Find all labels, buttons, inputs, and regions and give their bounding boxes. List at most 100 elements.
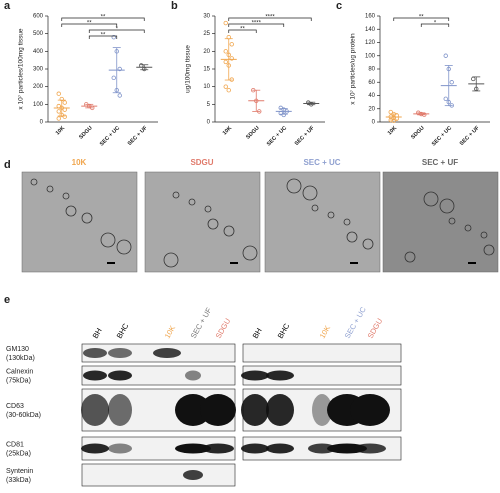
data-point (446, 99, 451, 105)
vesicle (448, 217, 456, 225)
data-point (422, 112, 427, 117)
y-tick-label: 0 (40, 120, 44, 126)
sig-bracket (61, 23, 118, 27)
blot-name: GM130 (6, 346, 29, 353)
x-tick-label: SDGU (78, 125, 93, 140)
blot-size: (130kDa) (6, 355, 35, 362)
blot-band (308, 443, 336, 454)
y-axis-label: x 10⁷ particles/ug protein (350, 33, 357, 105)
y-tick-label: 10 (203, 84, 210, 90)
data-point (391, 115, 396, 121)
blot-band (241, 394, 269, 426)
data-point (388, 117, 393, 123)
data-point (223, 84, 228, 89)
data-point (56, 116, 61, 121)
sig-bracket (88, 35, 118, 39)
blot-size: (30-60kDa) (6, 412, 41, 419)
vesicle (311, 204, 319, 212)
blot-name: CD81 (6, 441, 24, 448)
vesicle (62, 192, 70, 200)
vesicle (172, 191, 180, 199)
sig-label: ** (419, 15, 424, 21)
y-tick-label: 600 (33, 14, 44, 20)
blot-size: (25kDa) (6, 450, 31, 457)
blot-left (81, 463, 236, 487)
data-point (139, 63, 144, 68)
data-point (257, 109, 262, 114)
x-tick-label: SDGU (410, 125, 425, 140)
lane-label: 10K (163, 324, 177, 340)
data-point (56, 91, 61, 96)
panel-label: e (4, 294, 10, 306)
vesicle (223, 225, 235, 237)
image-label: SEC + UC (303, 158, 340, 167)
x-tick-label: SEC + UC (431, 125, 453, 147)
data-point (56, 109, 61, 114)
data-point (62, 100, 67, 105)
panel-label: c (336, 0, 342, 12)
blot-band (200, 394, 236, 426)
blot-band (108, 348, 132, 358)
data-point (117, 66, 122, 72)
vesicle (327, 211, 335, 219)
data-point (391, 118, 396, 123)
sig-label: ** (101, 33, 106, 39)
y-tick-label: 0 (372, 120, 376, 126)
scale-bar (230, 262, 238, 264)
vesicle (483, 244, 495, 256)
sig-bracket (420, 23, 450, 27)
vesicle (81, 212, 93, 224)
vesicle (439, 198, 455, 214)
blot-name: Syntenin (6, 468, 33, 475)
data-point (443, 96, 448, 102)
y-tick-label: 5 (207, 102, 211, 108)
data-point (281, 112, 286, 118)
y-axis-label: x 10⁷ particles/100mg tissue (18, 28, 25, 109)
y-tick-label: 60 (368, 80, 375, 86)
x-tick-label: SEC + UF (294, 125, 316, 147)
x-tick-label: SEC + UF (459, 125, 481, 147)
y-tick-label: 300 (33, 67, 44, 73)
y-tick-label: 200 (33, 84, 44, 90)
blot-band (350, 394, 390, 426)
x-tick-label: SEC + UF (127, 125, 149, 147)
data-point (388, 109, 393, 115)
sig-bracket (393, 17, 450, 21)
vesicle (242, 245, 258, 261)
vesicle (116, 239, 132, 255)
lane-label: BH (251, 326, 264, 340)
blot-band (83, 348, 107, 358)
scale-bar (350, 262, 358, 264)
data-point (62, 107, 67, 112)
lane-label: BHC (115, 321, 131, 340)
y-tick-label: 400 (33, 49, 44, 55)
y-tick-label: 80 (368, 67, 375, 73)
data-point (226, 87, 231, 93)
data-point (62, 114, 67, 119)
data-point (229, 77, 234, 82)
lane-label: BH (91, 326, 104, 340)
micrograph (264, 171, 381, 273)
sig-label: * (434, 21, 437, 27)
vesicle (362, 238, 374, 250)
blot-band (241, 443, 269, 454)
lane-label: SDGU (214, 317, 233, 340)
blot-band (241, 370, 269, 381)
blot-right (242, 343, 402, 363)
sig-label: * (116, 27, 119, 33)
blot-size: (75kDa) (6, 377, 31, 384)
blot-band (108, 394, 132, 426)
blot-name: CD63 (6, 403, 24, 410)
sig-label: ** (101, 15, 106, 21)
data-point (111, 35, 116, 40)
vesicle (46, 185, 54, 193)
lane-label: 10K (318, 324, 332, 340)
y-tick-label: 160 (365, 14, 376, 20)
data-point (449, 103, 454, 108)
vesicle (286, 178, 302, 194)
data-point (229, 56, 234, 61)
blot-band (266, 394, 294, 426)
blot-band (312, 394, 332, 426)
